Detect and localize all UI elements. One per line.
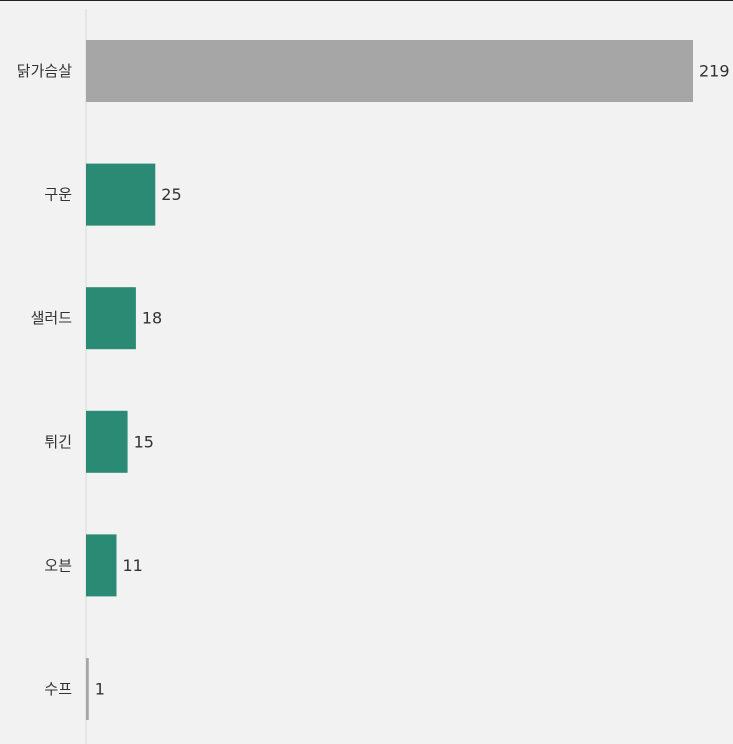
category-label: 튀긴 <box>44 433 72 451</box>
bar-0 <box>86 40 693 102</box>
bar-4 <box>86 534 117 597</box>
category-label: 구운 <box>44 186 72 204</box>
value-label: 219 <box>699 62 730 81</box>
value-label: 11 <box>122 556 142 575</box>
bar-1 <box>86 163 156 226</box>
value-label: 1 <box>95 680 105 699</box>
value-label: 25 <box>161 185 181 204</box>
category-label: 닭가슴살 <box>17 62 72 80</box>
bar-5 <box>86 658 89 720</box>
bar-3 <box>86 410 128 473</box>
value-label: 18 <box>142 309 162 328</box>
value-label: 15 <box>134 432 154 451</box>
category-label: 샐러드 <box>31 309 73 327</box>
category-label: 오븐 <box>44 556 72 574</box>
category-label: 수프 <box>44 680 72 698</box>
bar-2 <box>86 287 136 350</box>
